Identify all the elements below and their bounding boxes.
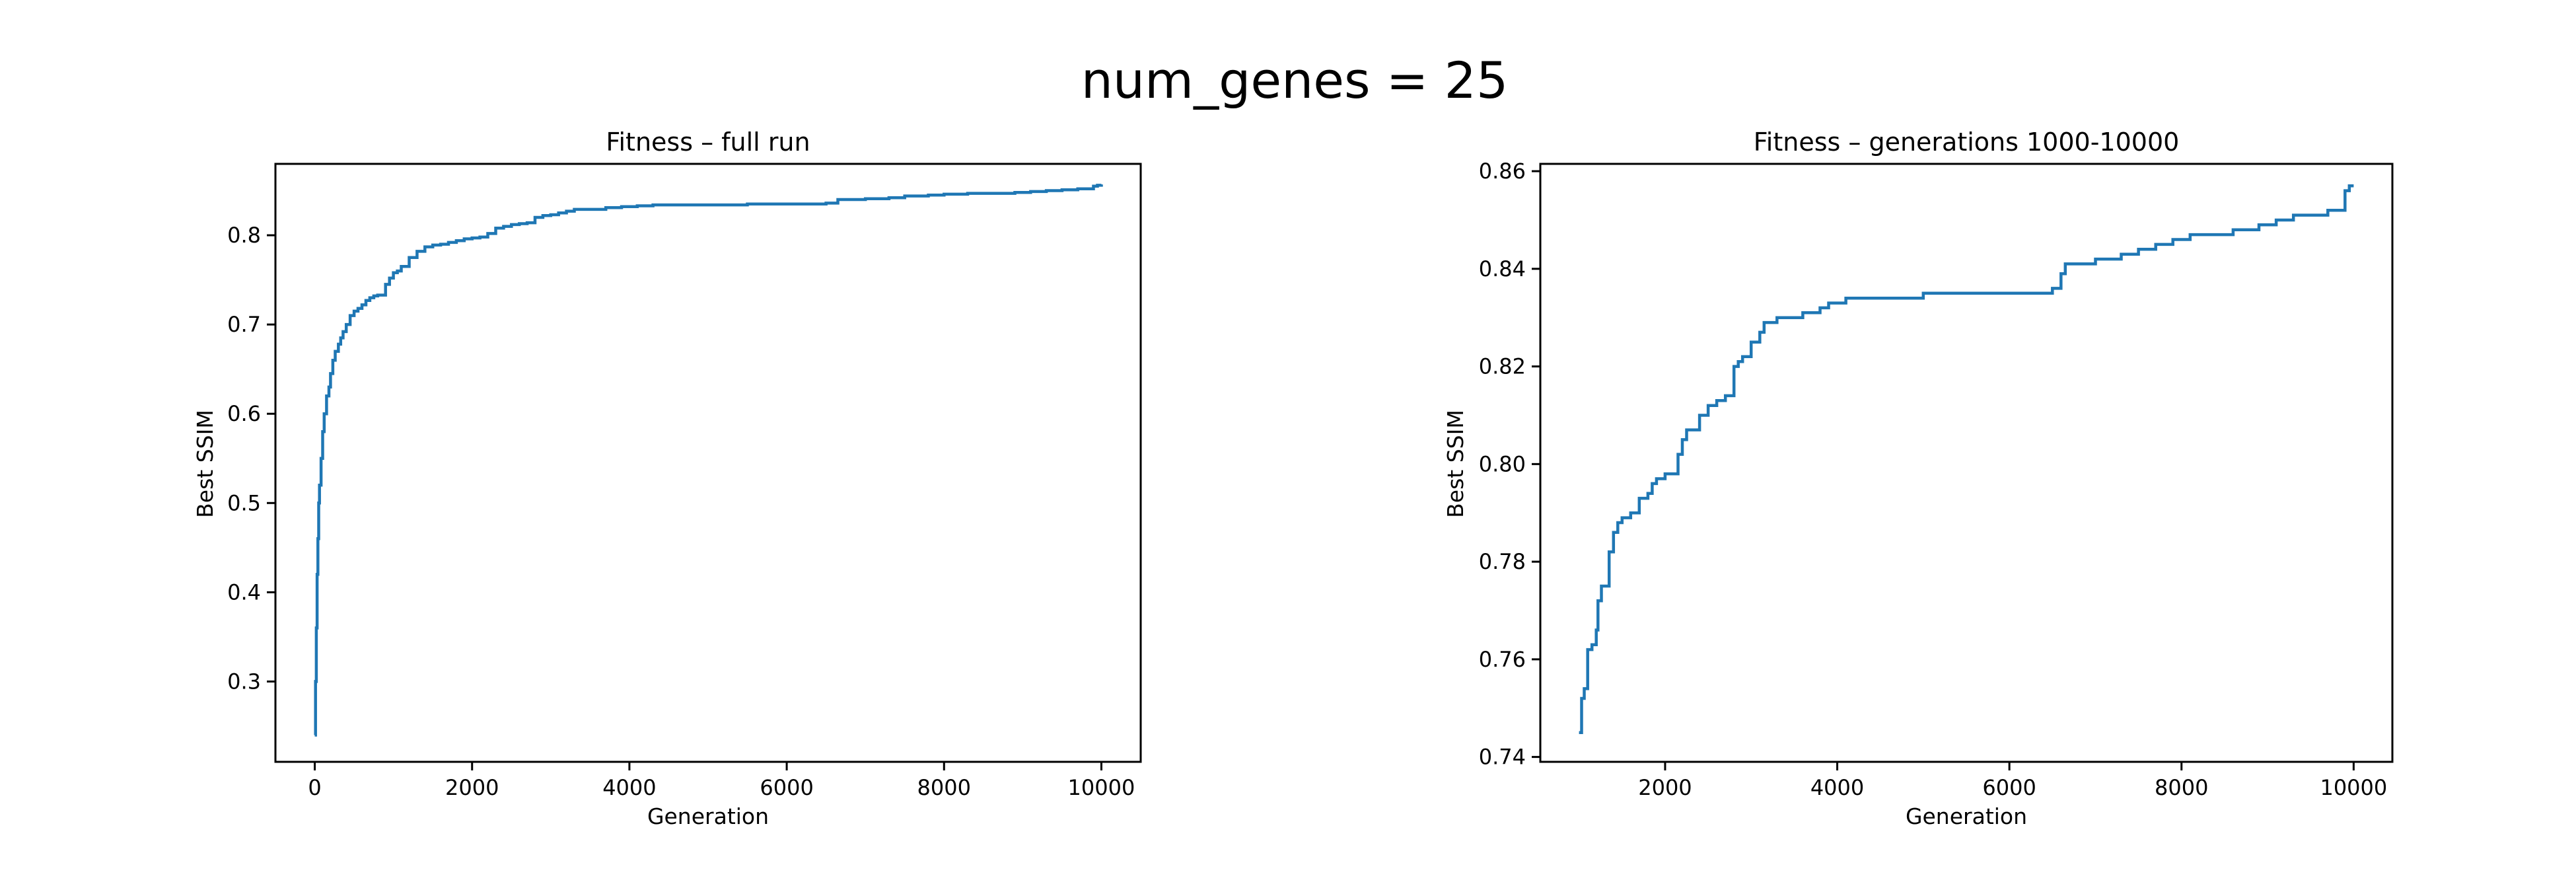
figure-suptitle: num_genes = 25 [1081, 51, 1509, 110]
chart-generations-1000-10000: Fitness – generations 1000-10000 Generat… [1443, 128, 2394, 829]
x-axis-label: Generation [1906, 803, 2027, 829]
y-tick-label: 0.76 [1479, 647, 1526, 672]
y-tick-label: 0.82 [1479, 354, 1526, 379]
x-tick-label: 10000 [1068, 775, 1135, 800]
x-tick-label: 6000 [760, 775, 813, 800]
chart-title: Fitness – generations 1000-10000 [1754, 128, 2180, 157]
x-tick-label: 10000 [2320, 775, 2387, 800]
y-tick-label: 0.5 [227, 490, 261, 515]
y-tick-label: 0.6 [227, 401, 261, 426]
y-tick-label: 0.74 [1479, 745, 1526, 770]
y-axis-label: Best SSIM [192, 410, 218, 518]
x-tick-label: 0 [308, 775, 321, 800]
y-tick-label: 0.84 [1479, 256, 1526, 281]
x-tick-label: 8000 [2155, 775, 2208, 800]
chart-full-run: Fitness – full run Generation Best SSIM … [192, 128, 1142, 829]
x-axis-label: Generation [647, 803, 769, 829]
y-tick-label: 0.80 [1479, 451, 1526, 476]
x-tick-label: 2000 [445, 775, 499, 800]
y-tick-label: 0.7 [227, 312, 261, 337]
plot-frame [1539, 163, 2394, 763]
y-tick-label: 0.86 [1479, 159, 1526, 184]
y-tick-label: 0.8 [227, 223, 261, 248]
y-axis-label: Best SSIM [1443, 410, 1468, 518]
plot-frame [274, 163, 1142, 763]
x-tick-label: 8000 [917, 775, 971, 800]
chart-title: Fitness – full run [606, 128, 810, 157]
series-line [314, 184, 1103, 737]
y-tick-label: 0.3 [227, 669, 261, 694]
y-tick-label: 0.4 [227, 579, 261, 605]
tick-group: 2000 4000 6000 8000 10000 0.74 0.76 0.78 0.80 0.8… [1479, 159, 2388, 800]
tick-group: 0 2000 4000 6000 8000 10000 0.3 0.4 0.5 0.6 0.7 0.8 [227, 223, 1135, 800]
x-tick-label: 4000 [602, 775, 656, 800]
series-line [1579, 184, 2354, 734]
y-tick-label: 0.78 [1479, 549, 1526, 574]
x-tick-label: 4000 [1810, 775, 1864, 800]
x-tick-label: 2000 [1638, 775, 1692, 800]
x-tick-label: 6000 [1982, 775, 2036, 800]
